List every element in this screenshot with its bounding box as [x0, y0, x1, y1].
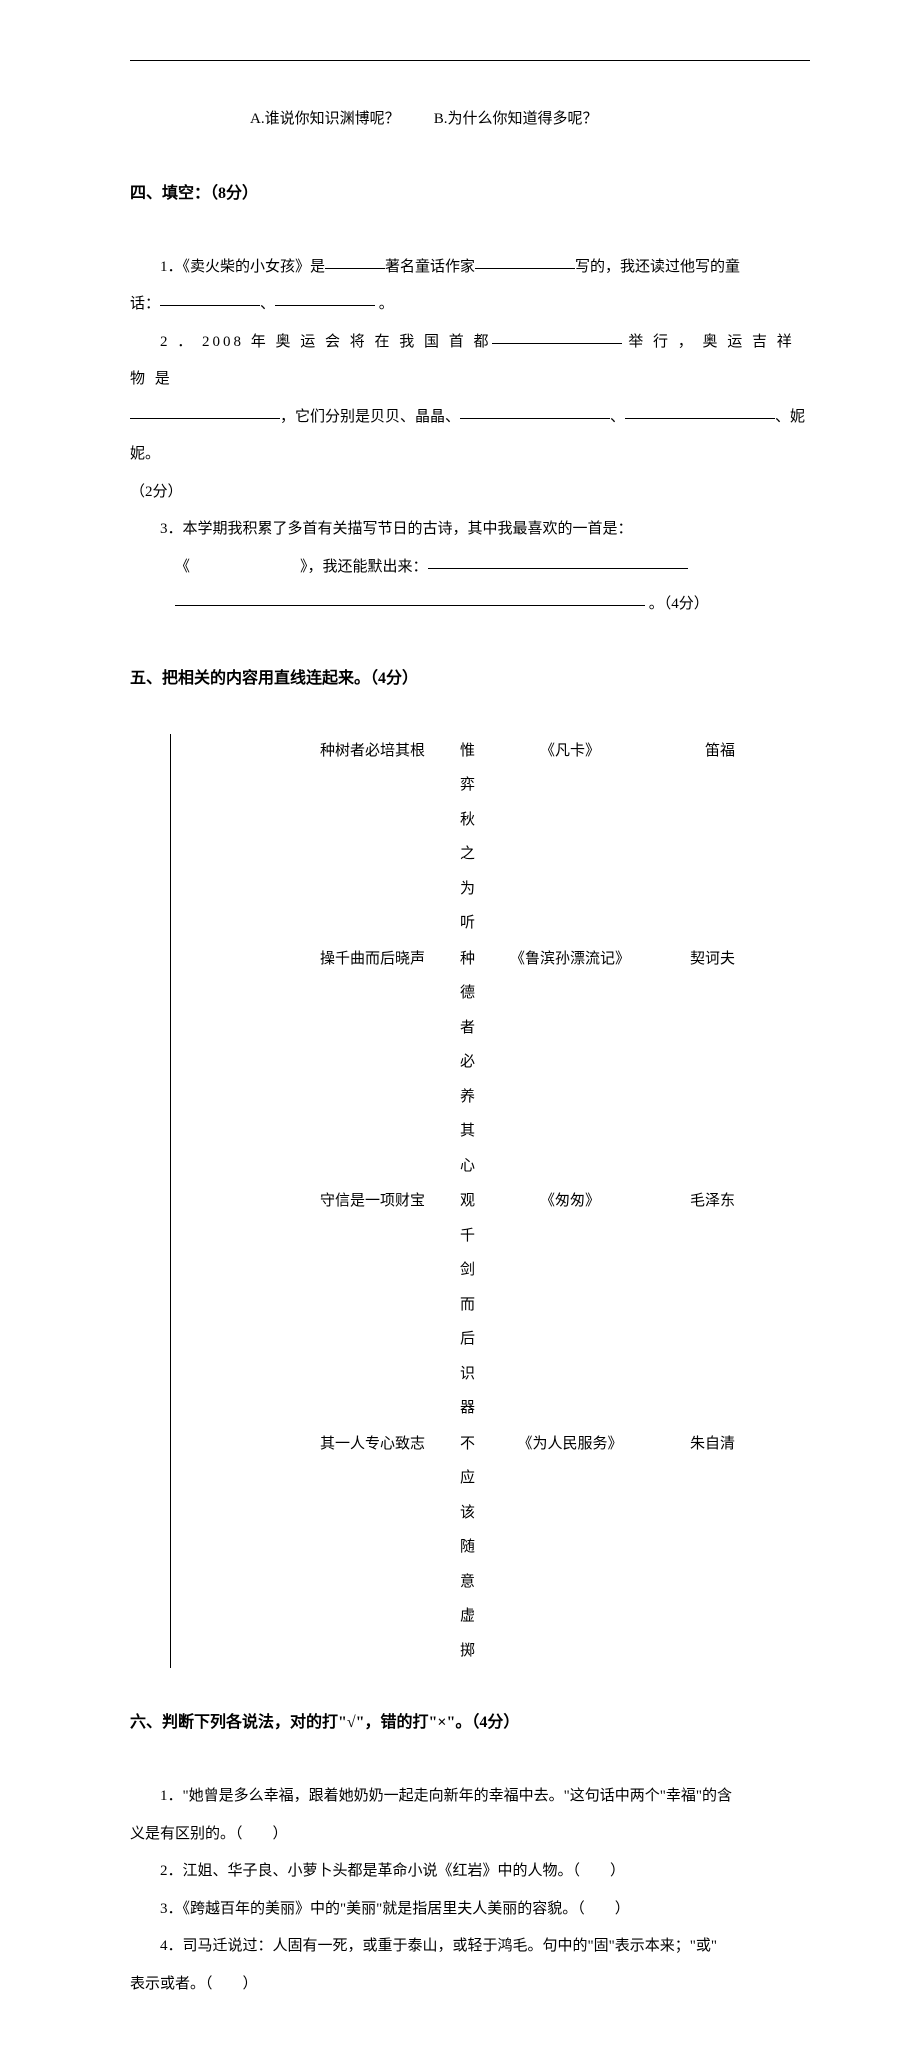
q1-blank-4[interactable]	[275, 305, 375, 306]
match-grid: 种树者必培其根 惟弈秋之为听 《凡卡》 笛福 操千曲而后晓声 种德者必养其心 《…	[170, 734, 810, 1669]
q6-1-line1: 1．"她曾是多么幸福，跟着她奶奶一起走向新年的幸福中去。"这句话中两个"幸福"的…	[130, 1778, 810, 1816]
choice-b: B.为什么你知道得多呢？	[434, 111, 598, 127]
q2-blank-3[interactable]	[460, 418, 610, 419]
section4-q2: 2 ． 2008 年 奥 运 会 将 在 我 国 首 都 举 行 ， 奥 运 吉…	[130, 324, 810, 512]
match-c-0: 《凡卡》	[490, 734, 650, 941]
match-b-2: 观千剑而后识器	[460, 1184, 480, 1426]
q1-blank-2[interactable]	[475, 268, 575, 269]
q1-text-4: 话：	[130, 296, 160, 312]
q1-sep: 、	[260, 296, 275, 312]
q1-text-1: 1．《卖火柴的小女孩》是	[160, 259, 325, 275]
q2-blank-4[interactable]	[625, 418, 775, 419]
section4-q3: 3．本学期我积累了多首有关描写节日的古诗，其中我最喜欢的一首是： 《 》，我还能默…	[130, 511, 810, 624]
q2-score: （2分）	[130, 474, 810, 512]
section6-q2: 2．江姐、华子良、小萝卜头都是革命小说《红岩》中的人物。（ ）	[130, 1853, 810, 1891]
match-c-1: 《鲁滨孙漂流记》	[490, 942, 650, 1184]
q1-blank-3[interactable]	[160, 305, 260, 306]
q3-text-2: 》，我还能默出来：	[300, 559, 428, 575]
match-a-3: 其一人专心致志	[320, 1427, 450, 1669]
q2-sep-2: 、	[610, 409, 625, 425]
section6-heading: 六、判断下列各说法，对的打"√"，错的打"×"。（4分）	[130, 1703, 810, 1743]
choice-a: A.谁说你知识渊博呢？	[190, 101, 430, 139]
q3-end: 。（4分）	[649, 596, 709, 612]
section6-q1: 1．"她曾是多么幸福，跟着她奶奶一起走向新年的幸福中去。"这句话中两个"幸福"的…	[130, 1778, 810, 1853]
match-c-2: 《匆匆》	[490, 1184, 650, 1426]
q3-blank-2[interactable]	[175, 605, 645, 606]
q1-text-3: 写的，我还读过他写的童	[575, 259, 740, 275]
q3-text-1: 3．本学期我积累了多首有关描写节日的古诗，其中我最喜欢的一首是：	[130, 511, 810, 549]
q2-text-1: 2 ． 2008 年 奥 运 会 将 在 我 国 首 都	[160, 334, 492, 350]
match-b-3: 不应该随意虚掷	[460, 1427, 480, 1669]
match-d-3: 朱自清	[660, 1427, 750, 1669]
choice-options: A.谁说你知识渊博呢？ B.为什么你知道得多呢？	[130, 101, 810, 139]
q6-4-line1: 4．司马迁说过：人固有一死，或重于泰山，或轻于鸿毛。句中的"固"表示本来；"或"	[130, 1928, 810, 1966]
q1-end: 。	[375, 296, 394, 312]
match-a-1: 操千曲而后晓声	[320, 942, 450, 1184]
page-top-border	[130, 60, 810, 61]
section4-q1: 1．《卖火柴的小女孩》是 著名童话作家 写的，我还读过他写的童 话： 、 。	[130, 249, 810, 324]
match-d-1: 契诃夫	[660, 942, 750, 1184]
q1-text-2: 著名童话作家	[385, 259, 475, 275]
section4-heading: 四、填空：（8分）	[130, 174, 810, 214]
section5-heading: 五、把相关的内容用直线连起来。（4分）	[130, 659, 810, 699]
match-b-0: 惟弈秋之为听	[460, 734, 480, 941]
q1-blank-1[interactable]	[325, 268, 385, 269]
match-separator	[170, 734, 310, 1669]
match-d-2: 毛泽东	[660, 1184, 750, 1426]
q3-blank-1[interactable]	[428, 568, 688, 569]
match-b-1: 种德者必养其心	[460, 942, 480, 1184]
section6-q4: 4．司马迁说过：人固有一死，或重于泰山，或轻于鸿毛。句中的"固"表示本来；"或"…	[130, 1928, 810, 2003]
section6-q3: 3．《跨越百年的美丽》中的"美丽"就是指居里夫人美丽的容貌。（ ）	[130, 1891, 810, 1929]
match-a-2: 守信是一项财宝	[320, 1184, 450, 1426]
q6-4-line2: 表示或者。（ ）	[130, 1966, 810, 2004]
match-d-0: 笛福	[660, 734, 750, 941]
q2-blank-1[interactable]	[492, 343, 622, 344]
match-a-0: 种树者必培其根	[320, 734, 450, 941]
q2-text-3: ，它们分别是贝贝、晶晶、	[280, 409, 460, 425]
match-c-3: 《为人民服务》	[490, 1427, 650, 1669]
q3-bracket-open: 《	[175, 559, 190, 575]
q2-blank-2[interactable]	[130, 418, 280, 419]
q6-1-line2: 义是有区别的。（ ）	[130, 1816, 810, 1854]
